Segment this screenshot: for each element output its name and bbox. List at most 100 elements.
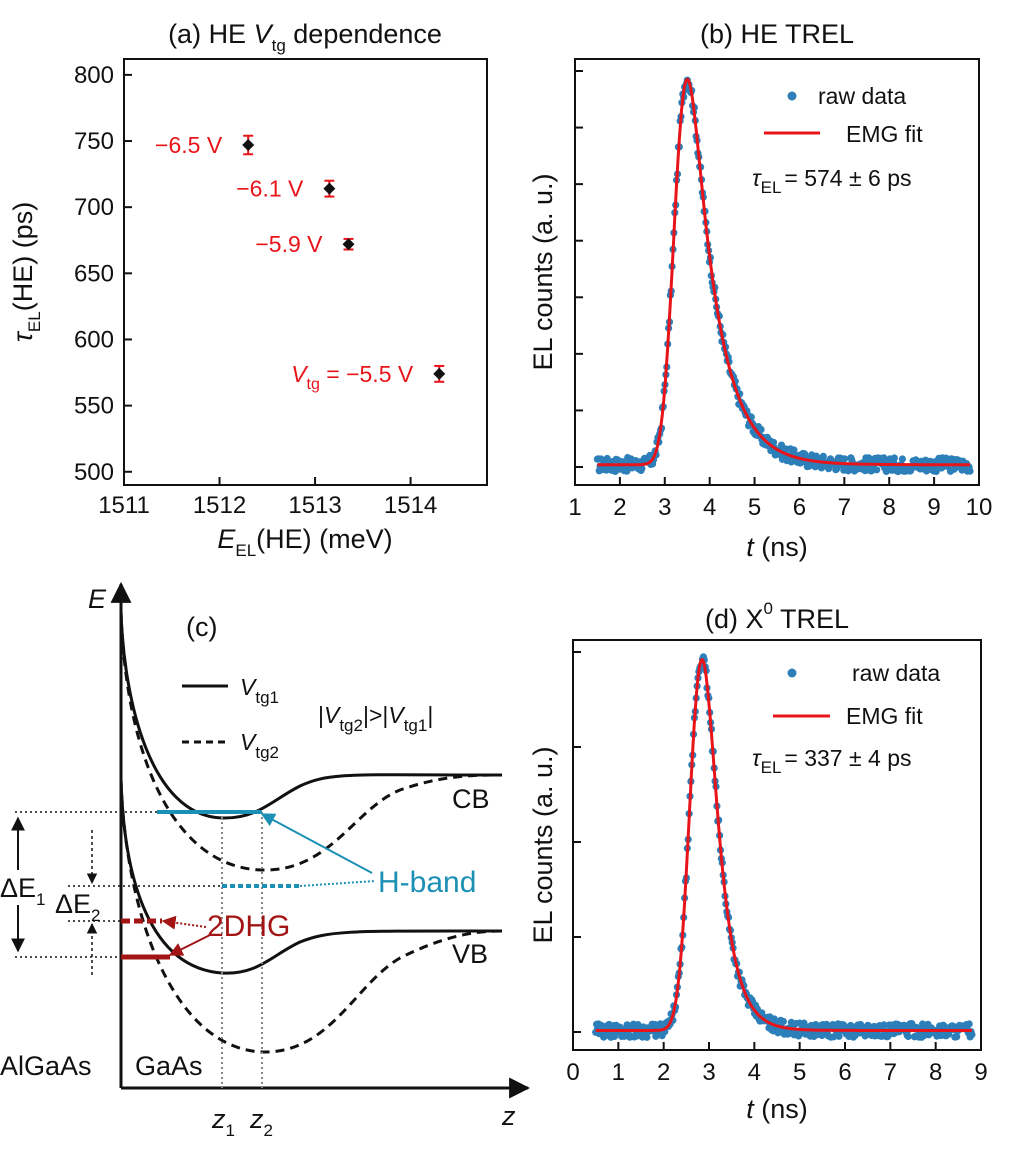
panel-d-raw-point: [598, 1022, 606, 1030]
panel-b-x-tick-label: 9: [927, 494, 940, 521]
panel-d-fit-line: [595, 657, 972, 1032]
hole-arrow: [168, 934, 211, 956]
panel-c-voltage-relation: |Vtg2|>|Vtg1|: [318, 702, 433, 735]
panel-b-raw-point: [603, 454, 611, 463]
panel-d-raw-point: [904, 1032, 912, 1041]
panel-a-points: −6.5 V −6.1 V −5.9 V Vtg = −5.5 V: [155, 132, 446, 393]
panel-a-title: (a) HE Vtg dependence: [168, 19, 442, 55]
panel-a-ylabel: τEL(HE) (ps): [8, 202, 44, 342]
panel-d-x-tick-label: 4: [748, 1059, 761, 1086]
panel-d-ylabel: EL counts (a. u.): [528, 746, 558, 943]
panel-c: E z (c) Vtg1 Vtg2 |Vtg2|>|Vtg1| H-band 2…: [0, 581, 531, 1140]
panel-b-x-tick-label: 1: [568, 494, 581, 521]
panel-d-frame: [572, 639, 982, 1051]
panel-b-raw-point: [757, 425, 765, 434]
hole-label: 2DHG: [207, 910, 290, 943]
panel-c-z-label: z: [501, 1101, 516, 1131]
panel-b-raw-point: [880, 454, 888, 462]
panel-d-x-tick-label: 9: [974, 1059, 987, 1086]
panel-a-y-tick-label: 600: [74, 326, 114, 353]
panel-a-y-tick-label: 750: [74, 128, 114, 155]
panel-c-legend-dashed-label: Vtg2: [240, 729, 279, 762]
legend-raw-marker: [787, 91, 797, 101]
panel-b-raw-point: [890, 454, 899, 462]
panel-d-x-tick-label: 0: [566, 1059, 579, 1086]
panel-a-y-tick-label: 650: [74, 260, 114, 287]
panel-b-raw-point: [873, 466, 881, 474]
panel-a-point-label: −5.9 V: [255, 231, 323, 257]
delta1-label: ΔE1: [0, 873, 46, 909]
panel-b-x-tick-label: 10: [966, 494, 993, 521]
panel-d-raw-point: [965, 1020, 973, 1028]
legend-fit-label: EMG fit: [846, 703, 923, 729]
panel-a-y-tick-label: 550: [74, 393, 114, 420]
panel-b-legend: raw data EMG fit τEL = 574 ± 6 ps: [752, 83, 923, 197]
panel-b-raw-point: [638, 464, 646, 473]
panel-d-raw-point: [880, 1021, 888, 1029]
panel-a-y-tick-label: 500: [74, 459, 114, 486]
panel-c-legend-solid-label: Vtg1: [240, 674, 279, 707]
panel-d-raw-point: [968, 1031, 976, 1039]
panel-b-xlabel: t (ns): [746, 532, 808, 562]
panel-b-x-tick-label: 4: [703, 494, 716, 521]
panel-a-point-label: −6.1 V: [236, 176, 304, 202]
panel-b-x-tick-label: 8: [883, 494, 896, 521]
panel-a-x-tick-label: 1511: [98, 492, 150, 519]
z2-label: z2: [249, 1104, 273, 1140]
panel-a-x-ticks: 1511 1512 1513 1514: [98, 477, 437, 519]
delta2-label: ΔE2: [55, 889, 101, 925]
panel-d-x-tick-label: 6: [838, 1059, 851, 1086]
panel-b-raw-point: [865, 454, 873, 462]
panel-d-x-tick-label: 2: [657, 1059, 670, 1086]
panel-d-title: (d) X0 TREL: [705, 599, 849, 634]
hband-dotted-leader: [299, 880, 376, 887]
vb-solid-curve: [119, 779, 503, 975]
panel-a-y-tick-label: 800: [74, 62, 114, 89]
panel-b-x-tick-label: 3: [658, 494, 671, 521]
panel-d-raw-point: [953, 1033, 961, 1041]
panel-a-y-tick-label: 700: [74, 194, 114, 221]
panel-b-title: (b) HE TREL: [700, 19, 854, 49]
panel-b-tau: τEL = 574 ± 6 ps: [752, 165, 911, 197]
cb-solid-curve: [119, 611, 503, 820]
panel-d-y-ticks: [573, 651, 581, 1033]
panel-d: (d) X0 TREL 0 1 2 3 4 5 6 7 8 9 raw data EMG fit …: [528, 599, 988, 1124]
panel-b-y-ticks: [575, 70, 583, 468]
hband-label: H-band: [378, 866, 476, 899]
panel-a-point-label: −6.5 V: [155, 132, 223, 158]
panel-b-x-ticks: 1 2 3 4 5 6 7 8 9 10: [568, 477, 992, 521]
panel-c-label: (c): [186, 612, 217, 642]
panel-b-frame: [574, 58, 980, 486]
panel-b-x-tick-label: 6: [793, 494, 806, 521]
vb-label: VB: [452, 939, 488, 969]
cb-label: CB: [452, 784, 490, 814]
panel-d-x-tick-label: 3: [702, 1059, 715, 1086]
panel-d-legend: raw data EMG fit τEL = 337 ± 4 ps: [752, 660, 940, 777]
region-gaas: GaAs: [135, 1051, 203, 1081]
panel-d-x-ticks: 0 1 2 3 4 5 6 7 8 9: [566, 1042, 988, 1086]
vb-dashed-curve: [119, 779, 503, 1054]
panel-d-x-tick-label: 1: [612, 1059, 625, 1086]
legend-raw-label: raw data: [818, 83, 906, 109]
panel-b: (b) HE TREL 1 2 3 4 5 6 7 8 9 10 raw data EMG fit…: [528, 19, 992, 562]
panel-d-x-tick-label: 8: [929, 1059, 942, 1086]
panel-b-ylabel: EL counts (a. u.): [528, 173, 558, 370]
panel-a-data-point: [342, 238, 355, 251]
panel-b-fit-line: [597, 77, 970, 467]
panel-d-x-tick-label: 5: [793, 1059, 806, 1086]
cb-dashed-curve: [119, 611, 503, 872]
panel-a-point-label: Vtg = −5.5 V: [291, 361, 414, 393]
panel-a-frame: [123, 58, 488, 486]
legend-raw-label: raw data: [852, 660, 940, 686]
panel-b-x-tick-label: 2: [613, 494, 626, 521]
panel-a-data-point: [433, 367, 446, 380]
region-algaas: AlGaAs: [0, 1051, 92, 1081]
panel-a-x-tick-label: 1513: [288, 492, 341, 519]
hband-arrow: [260, 813, 373, 874]
panel-d-x-tick-label: 7: [884, 1059, 897, 1086]
panel-a-x-tick-label: 1512: [193, 492, 246, 519]
panel-d-raw-point: [643, 1033, 651, 1041]
panel-b-x-tick-label: 5: [748, 494, 761, 521]
legend-fit-label: EMG fit: [846, 121, 923, 147]
